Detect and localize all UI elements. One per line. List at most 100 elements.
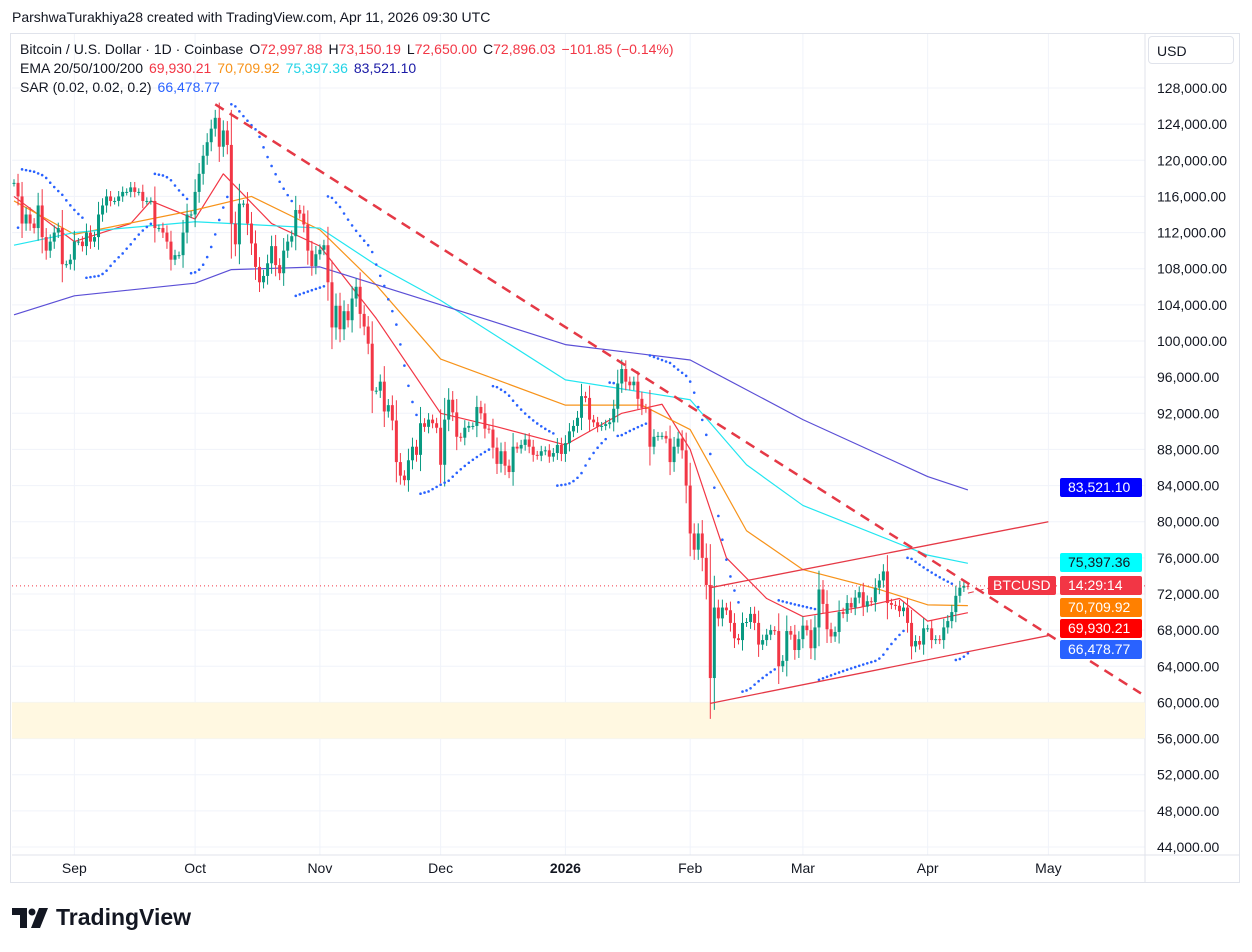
sar-dot	[230, 102, 233, 106]
sar-dot	[870, 660, 873, 664]
sar-dot	[930, 571, 933, 574]
sar-dot	[44, 176, 48, 180]
candle	[161, 228, 165, 233]
sar-dot	[483, 450, 487, 454]
candle	[893, 604, 897, 606]
candle	[406, 460, 410, 481]
candle	[439, 427, 443, 465]
sar-dot	[608, 381, 611, 384]
candle	[716, 607, 720, 619]
candle	[563, 443, 567, 454]
sar-dot	[813, 607, 817, 611]
candle	[209, 128, 213, 143]
candle	[789, 631, 793, 635]
currency-selector[interactable]: USD	[1148, 36, 1234, 64]
ema200-price-tag: 83,521.10	[1060, 478, 1142, 497]
sar-dot	[773, 668, 777, 671]
ema-row[interactable]: EMA 20/50/100/200 69,930.21 70,709.92 75,39…	[20, 59, 680, 78]
candle	[680, 438, 684, 451]
candle	[431, 419, 435, 424]
sar-dot	[680, 371, 684, 375]
candle	[350, 298, 354, 321]
candle	[101, 205, 105, 215]
candle	[338, 305, 342, 330]
y-tick-label: 116,000.00	[1157, 188, 1226, 204]
support-zone	[12, 702, 1145, 739]
candle	[958, 587, 962, 596]
sar-dot	[149, 222, 153, 226]
candle	[853, 597, 857, 608]
sar-row[interactable]: SAR (0.02, 0.02, 0.2) 66,478.77	[20, 78, 680, 97]
sar-label: SAR (0.02, 0.02, 0.2)	[20, 79, 152, 95]
open-label: O	[249, 41, 261, 57]
sar-dot	[962, 655, 966, 658]
sar-dot	[65, 199, 68, 202]
candle	[414, 446, 418, 455]
sar-dot	[431, 487, 434, 491]
sar-dot	[32, 170, 36, 174]
candle	[745, 622, 749, 624]
candle	[362, 313, 366, 327]
sar-dot	[676, 368, 680, 371]
sar-dot	[721, 538, 724, 542]
sar-dot	[749, 686, 752, 690]
candle	[370, 343, 374, 391]
y-tick-label: 48,000.00	[1157, 803, 1219, 819]
candle	[930, 628, 934, 641]
y-tick-label: 100,000.00	[1157, 333, 1227, 349]
y-tick-label: 60,000.00	[1157, 694, 1219, 710]
sar-dot	[592, 451, 595, 455]
channel-upper-line	[710, 521, 1049, 589]
candle	[652, 436, 656, 447]
y-tick-label: 68,000.00	[1157, 622, 1219, 638]
sar-dot	[745, 689, 748, 692]
sar-dot	[785, 601, 789, 604]
sar-dot	[954, 658, 958, 662]
candle	[567, 431, 571, 444]
candle	[769, 630, 773, 635]
sar-dot	[40, 173, 44, 177]
sar-dot	[246, 119, 249, 123]
sar-dot	[403, 364, 406, 367]
x-tick-label: Nov	[307, 860, 332, 876]
sar-dot	[16, 226, 20, 229]
ema100-line	[13, 221, 969, 564]
sar-dot	[282, 187, 285, 191]
sar-dot	[596, 446, 599, 450]
candle	[241, 203, 245, 205]
candle	[483, 413, 487, 429]
tradingview-logo[interactable]: TradingView	[12, 904, 191, 931]
candle	[559, 444, 563, 454]
candle	[797, 639, 801, 651]
y-tick-label: 44,000.00	[1157, 839, 1219, 855]
candle	[942, 627, 946, 641]
candle	[125, 191, 129, 193]
sar-dot	[133, 237, 137, 241]
sar-dot	[668, 361, 672, 365]
channel-lower-line	[710, 634, 1049, 704]
sar-dot	[145, 225, 149, 229]
candle	[72, 241, 76, 260]
sar-dot	[334, 201, 338, 204]
candle	[213, 117, 217, 129]
sar-dot	[632, 427, 636, 431]
candle	[225, 130, 229, 145]
sar-dot	[20, 168, 24, 171]
sar-dot	[358, 234, 362, 238]
sar-dot	[491, 384, 495, 388]
sar-dot	[552, 432, 555, 435]
ema100-price-tag: 75,397.36	[1060, 553, 1142, 572]
candle	[217, 117, 221, 147]
sar-dot	[48, 181, 52, 185]
sar-dot	[821, 677, 825, 680]
sar-dot	[616, 434, 620, 438]
sar-dot	[761, 676, 764, 680]
chart-legend: Bitcoin / U.S. Dollar · 1D · Coinbase O72…	[20, 40, 680, 97]
sar-dot	[117, 255, 120, 259]
sar-dot	[660, 358, 664, 362]
symbol-title[interactable]: Bitcoin / U.S. Dollar · 1D · Coinbase	[20, 41, 244, 57]
candle	[527, 439, 531, 447]
candle	[253, 243, 257, 267]
candle	[817, 589, 821, 628]
